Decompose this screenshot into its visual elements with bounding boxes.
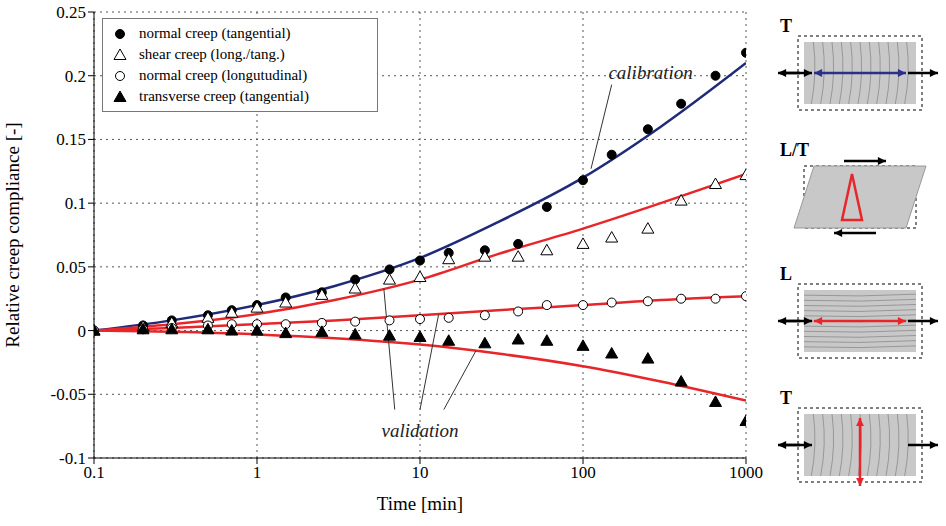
svg-text:-0.1: -0.1 [59, 449, 86, 468]
html-text:transverse creep (tangential): transverse creep (tangential) [139, 88, 309, 104]
svg-text:1000: 1000 [729, 463, 763, 482]
svg-text:T: T [780, 16, 792, 36]
svg-text:0.1: 0.1 [65, 194, 86, 213]
svg-text:100: 100 [570, 463, 596, 482]
svg-text:0.25: 0.25 [56, 3, 86, 22]
svg-text:validation: validation [381, 420, 458, 441]
html-text:normal creep (tangential): normal creep (tangential) [139, 25, 291, 41]
svg-text:0: 0 [78, 322, 87, 341]
svg-text:calibration: calibration [608, 62, 692, 83]
svg-text:0.15: 0.15 [56, 130, 86, 149]
html-text:shear creep (long./tang.): shear creep (long./tang.) [139, 46, 285, 62]
svg-text:10: 10 [412, 463, 429, 482]
svg-text:0.05: 0.05 [56, 258, 86, 277]
svg-text:1: 1 [253, 463, 262, 482]
svg-text:T: T [780, 388, 792, 408]
svg-text:-0.05: -0.05 [51, 385, 86, 404]
svg-text:0.1: 0.1 [83, 463, 104, 482]
svg-text:L/T: L/T [780, 140, 809, 160]
svg-text:Time [min]: Time [min] [377, 493, 463, 514]
svg-text:0.2: 0.2 [65, 67, 86, 86]
svg-text:Relative creep compliance [-]: Relative creep compliance [-] [2, 122, 23, 347]
html-text:normal creep (longutudinal): normal creep (longutudinal) [139, 67, 308, 83]
svg-text:L: L [780, 264, 792, 284]
